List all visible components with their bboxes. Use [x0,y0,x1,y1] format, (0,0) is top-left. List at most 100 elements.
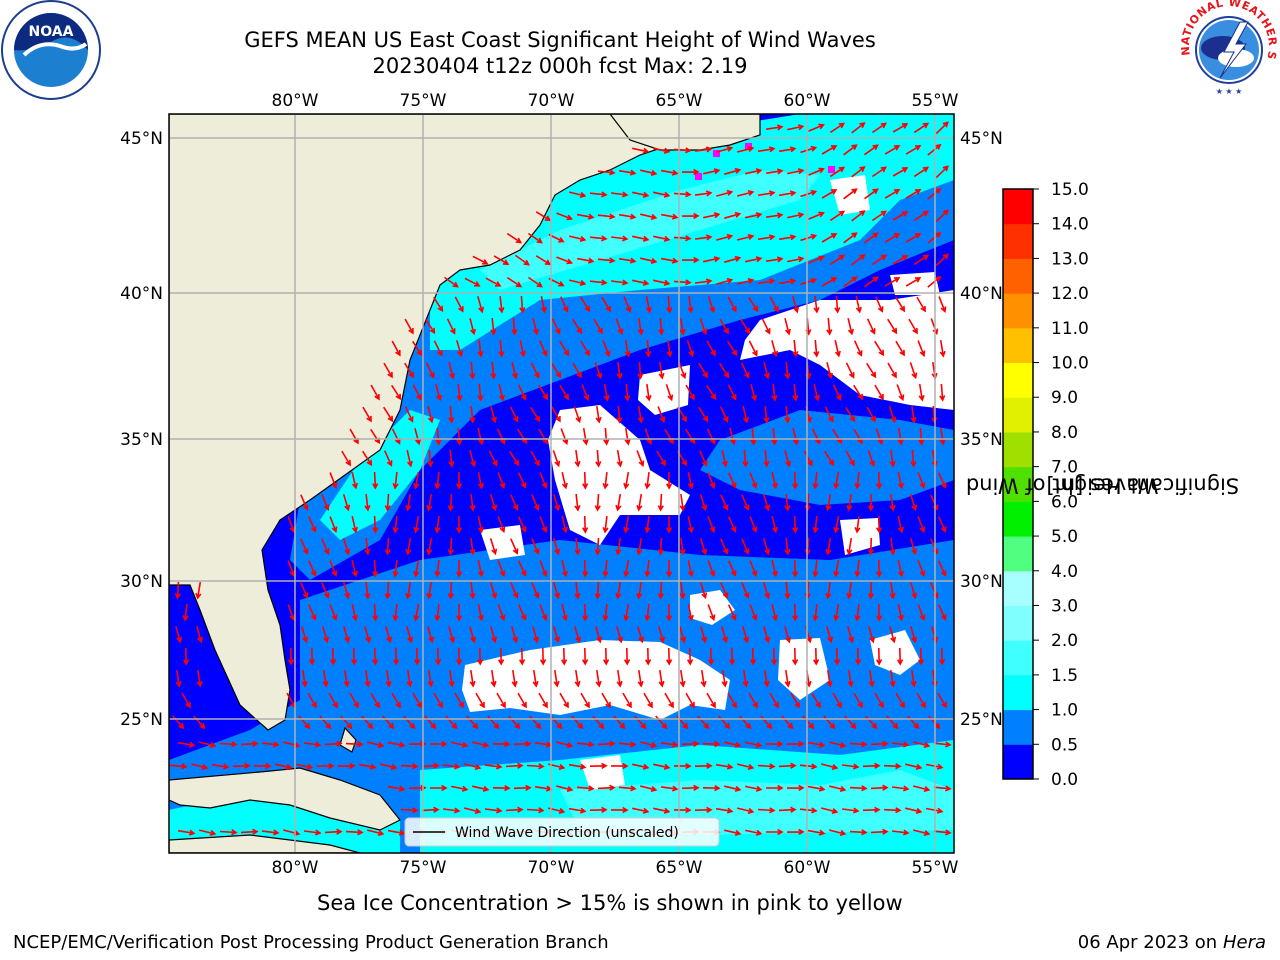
wave-arrow [821,763,839,770]
wave-arrow [928,715,941,730]
wave-arrow [424,715,437,730]
wave-arrow [307,692,317,709]
wave-arrow [892,123,909,133]
wave-arrow [787,256,805,263]
wave-arrow [892,255,909,265]
wave-arrow [843,144,858,156]
wave-arrow [679,493,686,512]
wave-arrow [384,537,391,556]
wave-arrow [826,626,834,644]
wave-arrow [666,471,673,490]
wave-arrow [888,406,897,424]
wave-arrow [358,763,377,770]
wave-arrow [721,626,729,644]
wave-arrow [321,494,330,511]
wave-arrow [571,715,584,730]
wave-arrow [737,190,755,197]
wave-arrow [448,669,455,688]
wave-arrow [372,471,379,490]
wave-arrow [456,647,463,666]
wave-arrow [778,234,797,241]
wave-arrow [727,296,737,313]
wave-arrow [618,213,637,220]
lon-label: 55°W [912,858,959,878]
wave-arrow [434,515,441,534]
wave-arrow [303,741,322,748]
wave-arrow [748,692,758,709]
wave-arrow [492,741,511,748]
wave-arrow [933,741,952,748]
wave-arrow [703,168,721,175]
wave-arrow [737,807,755,814]
wave-arrow [343,669,350,688]
wave-arrow [552,494,561,512]
wave-arrow [509,450,520,467]
wave-arrow [181,692,191,709]
wave-arrow [446,318,456,335]
wave-arrow [593,318,603,335]
wave-arrow [658,361,665,380]
wave-arrow [841,807,860,814]
lon-label: 70°W [528,91,575,111]
wave-arrow [813,384,820,402]
wave-arrow [637,626,645,644]
wave-arrow [322,626,330,644]
wave-arrow [762,582,771,600]
wave-arrow [275,763,293,770]
wave-arrow [597,257,616,264]
wave-arrow [889,669,896,688]
wave-arrow [727,604,737,621]
wave-arrow [404,318,414,335]
wave-arrow [367,741,385,748]
wave-arrow [891,829,910,836]
wave-arrow [812,604,819,622]
wave-arrow [400,763,419,770]
wave-arrow [484,763,503,770]
wave-arrow [199,829,217,836]
wave-arrow [477,383,484,402]
wave-arrow [925,807,944,814]
wave-arrow [765,256,784,263]
wave-arrow [477,339,484,358]
wave-arrow [552,582,561,600]
wave-arrow [172,715,185,730]
wave-arrow [517,516,527,533]
wave-arrow [364,494,371,512]
lon-label: 70°W [528,858,575,878]
wave-arrow [613,715,626,730]
wave-arrow [561,604,568,622]
wave-arrow [784,405,791,424]
wave-arrow [771,383,778,402]
wave-arrow [387,785,406,792]
wave-arrow [433,296,444,313]
wave-arrow [889,626,897,644]
colorbar-segment [1003,258,1033,294]
wave-arrow [771,516,778,534]
wave-arrow [517,384,527,401]
wave-arrow [383,450,393,467]
wave-arrow [618,785,637,792]
wave-arrow [597,169,616,176]
wave-arrow [426,537,433,556]
wave-arrow [448,362,455,380]
lon-labels-top: 80°W 75°W 70°W 65°W 60°W 55°W [272,91,959,111]
wave-arrow [832,384,842,401]
wave-arrow [884,277,901,287]
wave-arrow [854,559,861,578]
wave-arrow [634,715,647,730]
wave-arrow [372,647,379,666]
wave-arrow [414,647,421,666]
wave-arrow [574,669,581,688]
wave-arrow [435,647,442,666]
wave-arrow [404,406,414,423]
wave-arrow [321,582,330,599]
wave-arrow [597,740,616,747]
wave-arrow [551,362,562,379]
colorbar-segment [1003,223,1033,259]
wave-arrow [624,383,631,402]
wave-arrow [589,806,608,813]
wave-arrow [905,189,922,199]
wave-arrow [679,317,686,336]
wave-arrow [849,829,868,836]
wave-arrow [698,362,708,379]
